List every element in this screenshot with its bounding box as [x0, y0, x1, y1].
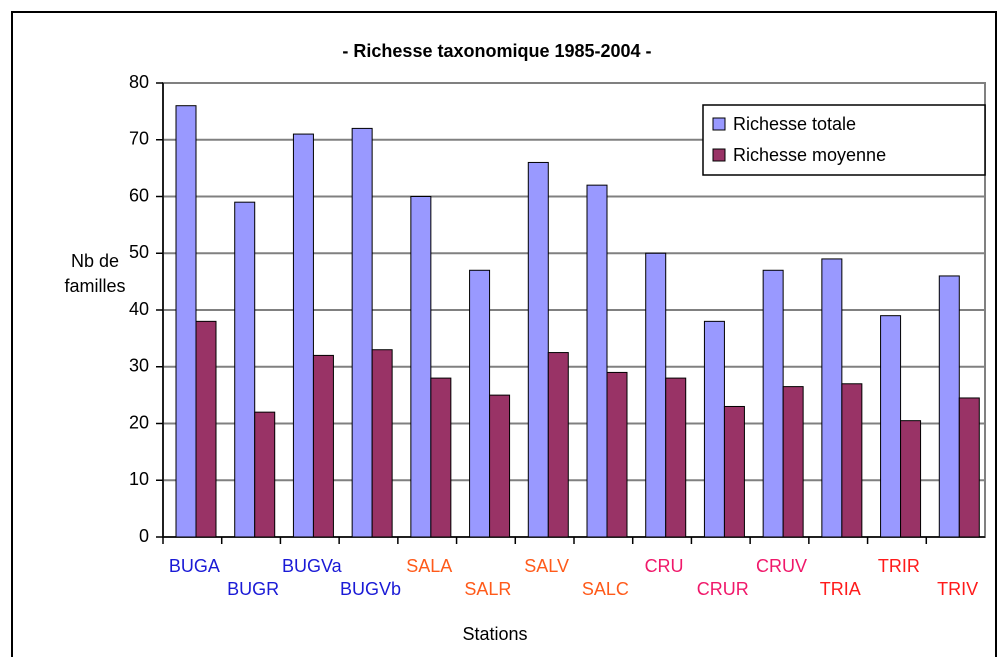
bar [351, 127, 373, 538]
x-tick-label: SALA [406, 556, 452, 576]
x-tick-label: CRUR [697, 579, 749, 599]
bar [723, 405, 745, 538]
x-tick-label: CRUV [756, 556, 807, 576]
bar [234, 201, 256, 538]
y-tick-label: 10 [129, 469, 149, 489]
legend-label: Richesse totale [733, 114, 856, 134]
x-tick-label: TRIV [937, 579, 978, 599]
y-tick-label: 0 [139, 526, 149, 546]
bar [469, 269, 491, 538]
bar [312, 354, 334, 538]
x-tick-label: BUGA [169, 556, 220, 576]
bar [900, 420, 922, 538]
y-tick-label: 60 [129, 185, 149, 205]
chart-title: - Richesse taxonomique 1985-2004 - [342, 41, 651, 61]
x-tick-label: SALR [464, 579, 511, 599]
bar [430, 377, 452, 538]
bar [880, 315, 902, 538]
bar [175, 105, 197, 538]
bar [782, 386, 804, 538]
bar [292, 133, 314, 538]
x-tick-label: SALC [582, 579, 629, 599]
x-axis-label: Stations [462, 624, 527, 644]
y-axis-label: familles [64, 276, 125, 296]
bar [665, 377, 687, 538]
bar [841, 383, 863, 538]
y-tick-label: 70 [129, 129, 149, 149]
bar [762, 269, 784, 538]
legend-label: Richesse moyenne [733, 145, 886, 165]
bar [958, 397, 980, 538]
legend-swatch [712, 117, 726, 131]
x-tick-label: SALV [524, 556, 569, 576]
x-tick-label: CRU [645, 556, 684, 576]
bar [645, 252, 667, 538]
bar [489, 394, 511, 538]
legend-swatch [712, 148, 726, 162]
y-tick-label: 50 [129, 242, 149, 262]
y-tick-label: 40 [129, 299, 149, 319]
x-tick-label: BUGVb [340, 579, 401, 599]
bar [821, 258, 843, 538]
bar [195, 320, 217, 538]
bar [547, 352, 569, 538]
x-tick-label: BUGR [227, 579, 279, 599]
y-tick-label: 80 [129, 72, 149, 92]
bar [938, 275, 960, 538]
bar [254, 411, 276, 538]
bar [586, 184, 608, 538]
bar [410, 196, 432, 538]
x-tick-label: BUGVa [282, 556, 343, 576]
x-tick-label: TRIR [878, 556, 920, 576]
bar [527, 161, 549, 538]
legend-box [702, 104, 986, 176]
bar [703, 320, 725, 538]
bar [371, 349, 393, 538]
bar [606, 371, 628, 538]
x-tick-label: TRIA [820, 579, 861, 599]
y-tick-label: 30 [129, 356, 149, 376]
y-tick-label: 20 [129, 412, 149, 432]
y-axis-label: Nb de [71, 251, 119, 271]
